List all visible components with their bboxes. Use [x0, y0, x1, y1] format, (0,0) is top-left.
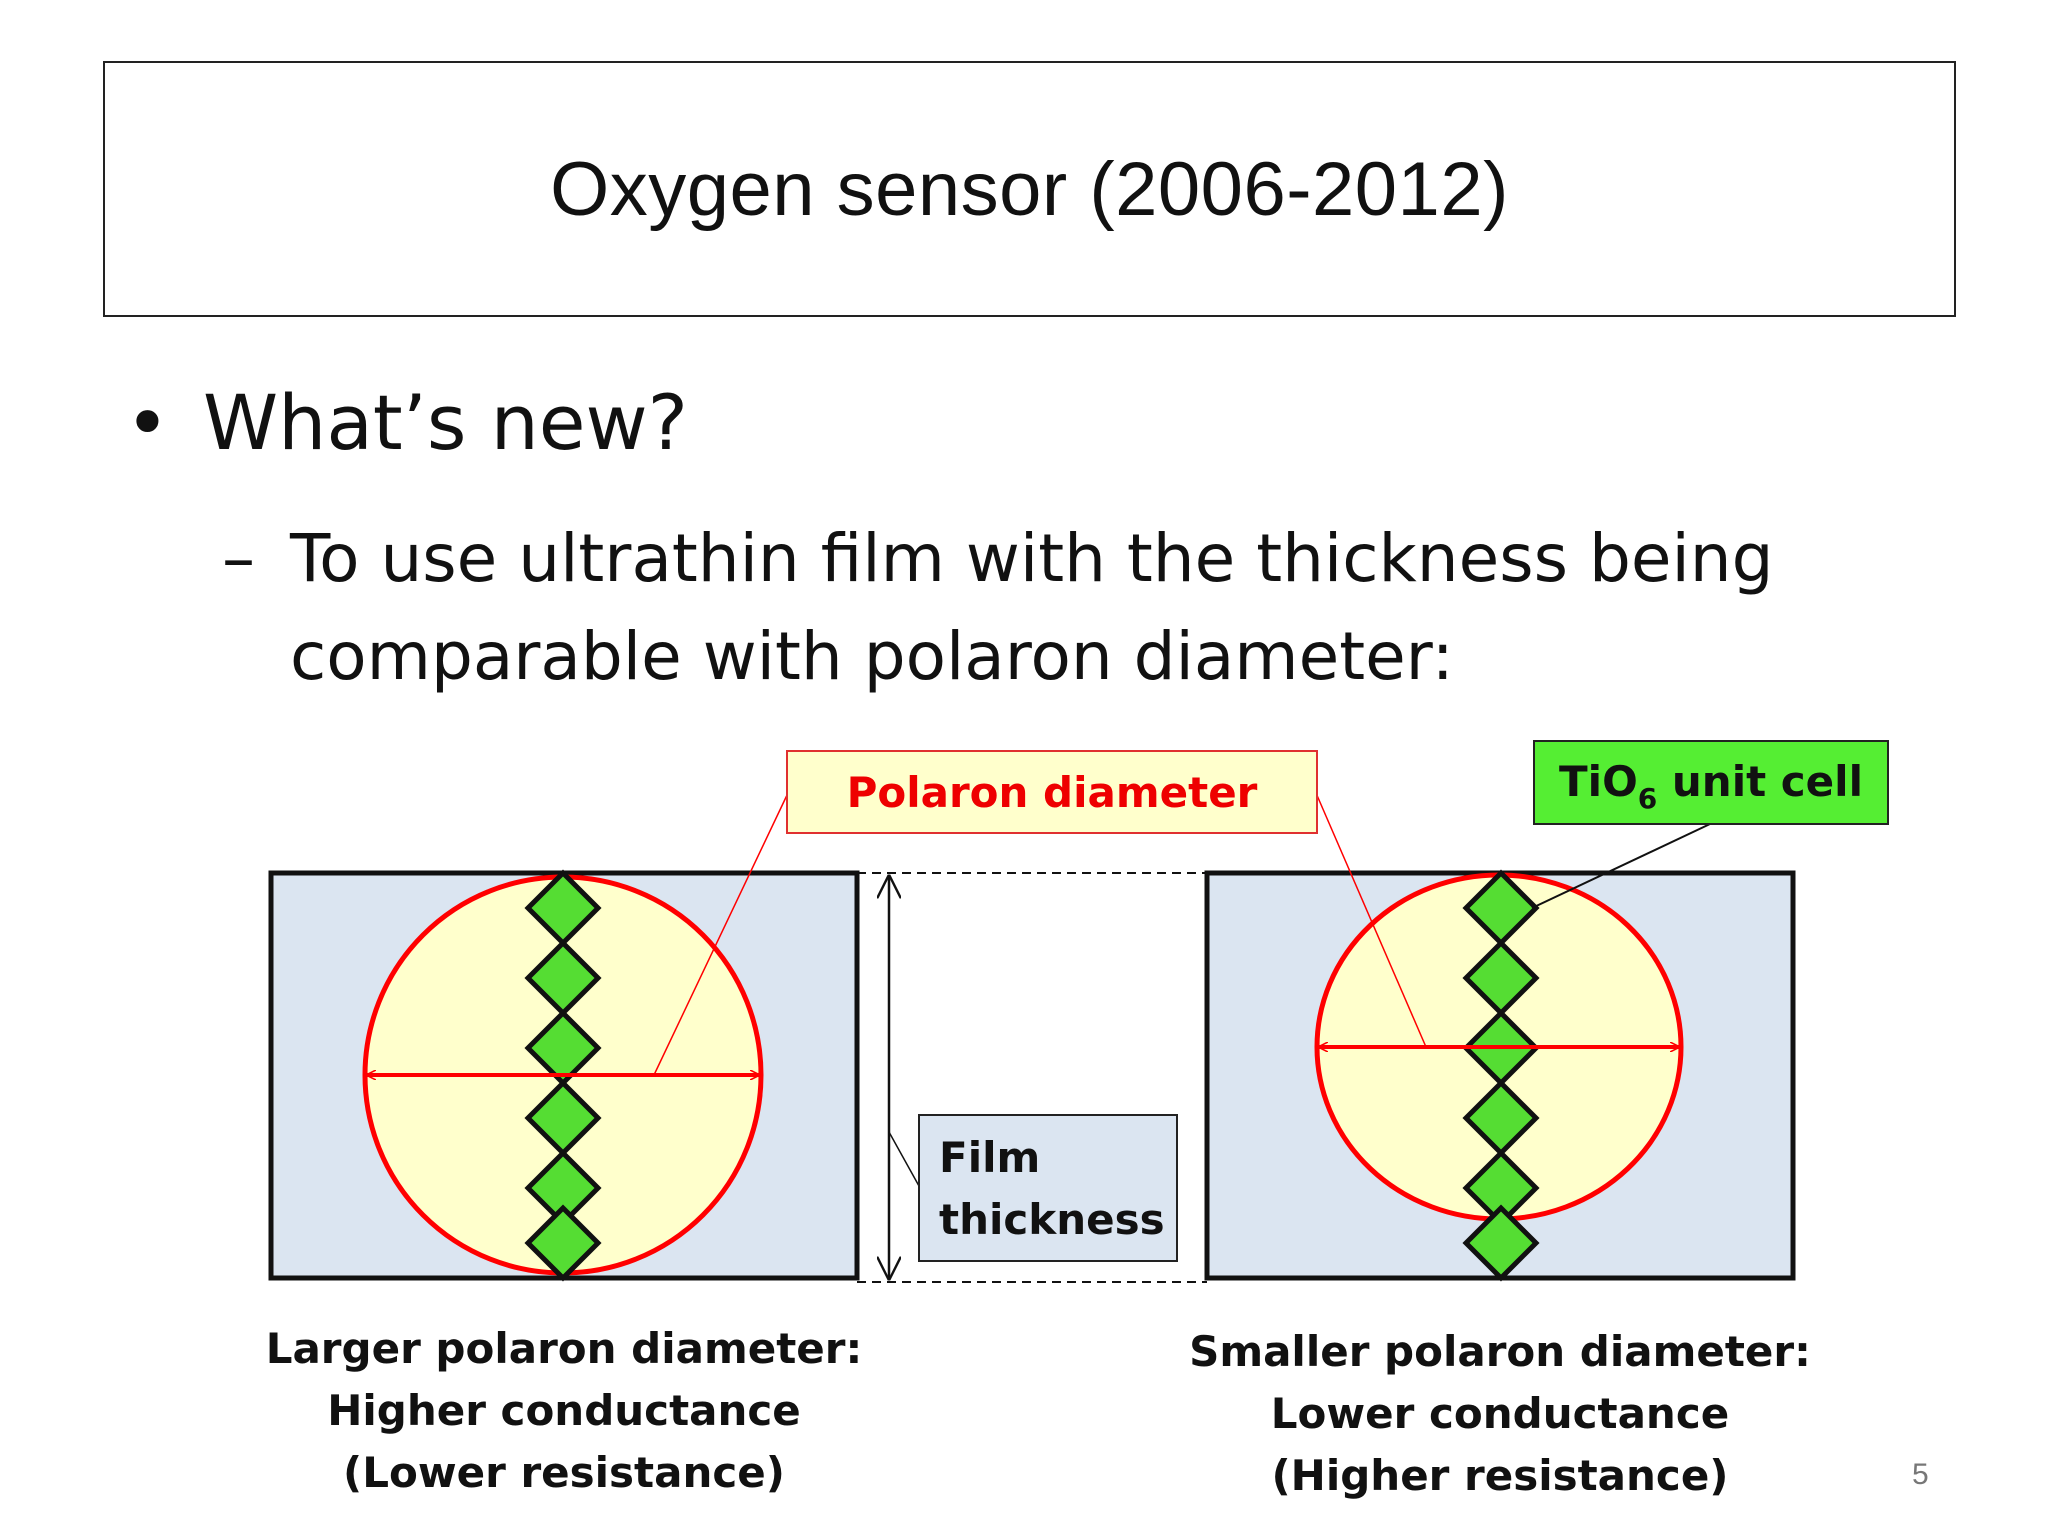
right-panel-caption: Smaller polaron diameter: Lower conducta… [1180, 1321, 1820, 1507]
right-caption-line2: Lower conductance [1270, 1389, 1730, 1438]
sub-bullet: – To use ultrathin film with the thickne… [222, 510, 1822, 706]
left-unit-cell-chain [524, 869, 602, 1282]
unit-cell-label-subscript: 6 [1638, 782, 1657, 815]
sub-bullet-symbol: – [222, 520, 255, 597]
unit-cell-leader [1531, 823, 1711, 909]
right-caption-line1: Smaller polaron diameter: [1189, 1327, 1811, 1376]
right-caption-line3: (Higher resistance) [1271, 1451, 1729, 1500]
page-number: 5 [1912, 1458, 1929, 1491]
unit-cell-label-suffix: unit cell [1657, 757, 1863, 806]
left-caption-line3: (Lower resistance) [343, 1448, 785, 1497]
unit-cell-label-box [1533, 740, 1889, 825]
unit-cell-label: TiO6 unit cell [1559, 757, 1863, 815]
polaron-leader-left [653, 792, 789, 1076]
left-panel-caption: Larger polaron diameter: Higher conducta… [244, 1318, 884, 1504]
film-label-leader [888, 1131, 920, 1187]
left-caption-line2: Higher conductance [327, 1386, 801, 1435]
polaron-diameter-label-box [786, 750, 1318, 834]
polaron-diameter-label: Polaron diameter [847, 768, 1258, 817]
unit-cell-diamond-icon [524, 1204, 602, 1282]
slide-title: Oxygen sensor (2006-2012) [550, 146, 1509, 232]
bullet-text: What’s new? [203, 378, 689, 467]
film-thickness-label-line2: thickness [939, 1195, 1165, 1244]
title-box: Oxygen sensor (2006-2012) [103, 61, 1956, 317]
left-caption-line1: Larger polaron diameter: [265, 1324, 863, 1373]
unit-cell-diamond-icon [1462, 1204, 1540, 1282]
polaron-leader-right [1315, 792, 1427, 1048]
film-thickness-label-line1: Film [939, 1133, 1040, 1182]
film-thickness-label-box [918, 1114, 1178, 1262]
bullet-whats-new: • What’s new? [125, 378, 688, 467]
bullet-symbol: • [125, 378, 170, 467]
right-unit-cell-chain [1462, 869, 1540, 1282]
sub-bullet-text: To use ultrathin film with the thickness… [290, 520, 1774, 695]
unit-cell-label-prefix: TiO [1559, 757, 1638, 806]
